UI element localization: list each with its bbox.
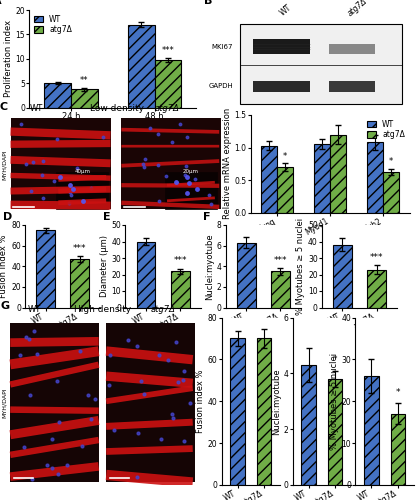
Text: atg7Δ: atg7Δ <box>155 104 179 113</box>
Y-axis label: % Myotubes ≥ 5 nuclei: % Myotubes ≥ 5 nuclei <box>296 218 305 315</box>
Bar <box>165 172 217 208</box>
Text: WT: WT <box>278 3 293 18</box>
Text: 20μm: 20μm <box>183 170 199 174</box>
Text: *: * <box>283 152 287 160</box>
Text: **: ** <box>80 76 89 86</box>
Text: High density: High density <box>74 305 131 314</box>
Y-axis label: Diameter (µm): Diameter (µm) <box>100 236 109 297</box>
Y-axis label: Nuclei:myotube: Nuclei:myotube <box>272 368 281 434</box>
Bar <box>56 172 108 208</box>
Text: C: C <box>0 102 8 112</box>
Bar <box>329 80 375 92</box>
Text: *: * <box>389 158 393 166</box>
Bar <box>71 90 98 108</box>
Bar <box>333 245 352 308</box>
Text: WT: WT <box>28 305 41 314</box>
Bar <box>277 167 293 212</box>
Text: MYH/DAPI: MYH/DAPI <box>2 387 7 418</box>
Text: A: A <box>0 0 1 6</box>
Legend: WT, atg7Δ: WT, atg7Δ <box>33 14 73 35</box>
Bar <box>137 242 155 308</box>
Text: WT: WT <box>30 104 43 113</box>
Text: MKI67: MKI67 <box>212 44 233 50</box>
Text: ***: *** <box>173 256 187 266</box>
Text: B: B <box>204 0 212 6</box>
Bar <box>328 379 342 485</box>
Bar <box>44 83 71 108</box>
Bar <box>230 338 245 485</box>
Bar <box>330 134 346 212</box>
Bar <box>128 24 155 107</box>
Bar <box>155 60 181 108</box>
Y-axis label: Fusion index %: Fusion index % <box>196 370 205 433</box>
Legend: WT, atg7Δ: WT, atg7Δ <box>366 119 406 140</box>
Bar <box>253 39 310 54</box>
Bar <box>70 259 89 308</box>
Text: D: D <box>3 212 12 222</box>
Y-axis label: Fusion index %: Fusion index % <box>0 234 8 298</box>
Bar <box>257 338 271 485</box>
Bar <box>237 242 256 308</box>
Text: atg7Δ: atg7Δ <box>345 0 369 18</box>
Bar <box>253 80 310 92</box>
Text: ***: *** <box>73 244 87 253</box>
Text: F: F <box>203 212 211 222</box>
Y-axis label: % Myotubes ≥ 5 nuclei: % Myotubes ≥ 5 nuclei <box>330 352 339 450</box>
Text: atg7Δ: atg7Δ <box>150 305 175 314</box>
Bar <box>10 322 99 482</box>
Bar <box>10 118 110 208</box>
Bar <box>364 376 379 485</box>
Bar <box>171 271 189 308</box>
Y-axis label: Nuclei:myotube: Nuclei:myotube <box>205 233 214 300</box>
Bar <box>121 118 222 208</box>
Y-axis label: Proliferation index: Proliferation index <box>4 20 13 98</box>
Text: E: E <box>103 212 110 222</box>
Text: Low density: Low density <box>90 104 144 113</box>
Bar <box>314 144 330 212</box>
Text: ***: *** <box>370 253 383 262</box>
Bar <box>367 142 383 212</box>
Bar <box>106 322 195 482</box>
Y-axis label: Relative mRNA expression: Relative mRNA expression <box>223 108 232 220</box>
Text: MYH/DAPI: MYH/DAPI <box>2 150 7 180</box>
Bar <box>261 146 277 212</box>
Bar <box>329 44 375 54</box>
Text: GAPDH: GAPDH <box>208 84 233 89</box>
Text: ***: *** <box>162 46 174 55</box>
Text: 40μm: 40μm <box>74 170 90 174</box>
Bar <box>36 230 55 308</box>
Text: *: * <box>333 355 337 364</box>
Bar <box>271 272 290 308</box>
Text: ***: *** <box>274 256 287 265</box>
Bar <box>367 270 386 308</box>
Bar <box>383 172 399 212</box>
Bar <box>301 365 316 485</box>
Text: *: * <box>395 388 400 396</box>
Bar <box>240 24 402 103</box>
Bar <box>390 414 405 485</box>
Text: G: G <box>1 301 10 311</box>
